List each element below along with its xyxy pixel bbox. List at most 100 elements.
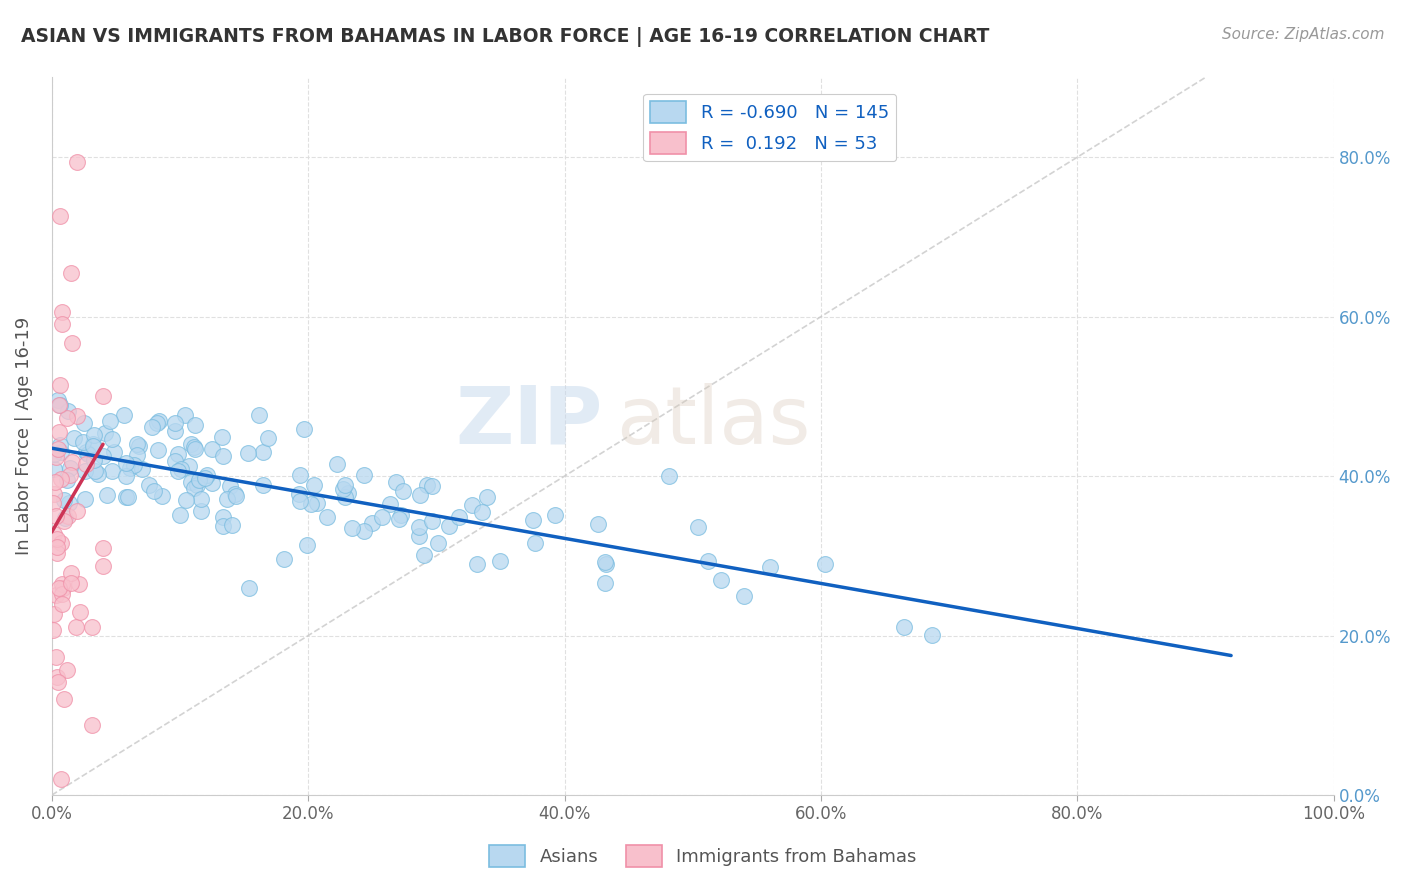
Point [163, 424, 186, 438]
Y-axis label: In Labor Force | Age 16-19: In Labor Force | Age 16-19 [15, 318, 32, 556]
Point [422, 479, 444, 493]
Point [211, 429, 233, 443]
Point [73, 492, 96, 507]
Point [333, 490, 356, 504]
Point [211, 519, 233, 533]
Point [59, 468, 82, 483]
Point [60, 455, 83, 469]
Point [45, 670, 67, 684]
Point [593, 555, 616, 569]
Point [475, 490, 498, 504]
Point [219, 479, 242, 493]
Point [416, 477, 439, 491]
Point [758, 559, 780, 574]
Point [59, 566, 82, 580]
Point [183, 481, 205, 495]
Text: ZIP: ZIP [456, 383, 603, 461]
Point [460, 499, 482, 513]
Point [447, 510, 470, 524]
Point [49, 472, 72, 486]
Point [45, 540, 67, 554]
Point [814, 557, 837, 571]
Point [165, 453, 187, 467]
Point [91, 541, 114, 555]
Point [45, 532, 67, 546]
Point [60, 576, 83, 591]
Point [83, 452, 105, 467]
Point [72, 435, 94, 450]
Point [437, 519, 460, 533]
Point [353, 524, 375, 539]
Point [427, 536, 450, 550]
Point [658, 468, 681, 483]
Point [489, 554, 512, 568]
Point [51, 576, 73, 591]
Point [59, 266, 82, 280]
Point [305, 496, 328, 510]
Point [44, 475, 66, 489]
Point [522, 513, 544, 527]
Point [224, 486, 246, 500]
Point [273, 552, 295, 566]
Point [288, 468, 311, 483]
Point [91, 558, 114, 573]
Point [48, 425, 70, 439]
Point [45, 509, 67, 524]
Point [75, 457, 97, 471]
Point [48, 581, 70, 595]
Point [114, 456, 136, 470]
Point [236, 446, 259, 460]
Point [51, 304, 73, 318]
Point [385, 475, 408, 490]
Point [48, 442, 70, 456]
Text: atlas: atlas [616, 383, 810, 461]
Point [148, 414, 170, 428]
Point [46, 393, 69, 408]
Point [44, 448, 66, 462]
Point [49, 772, 72, 786]
Point [98, 414, 121, 428]
Point [190, 492, 212, 507]
Point [169, 508, 191, 522]
Point [420, 514, 443, 528]
Point [52, 514, 75, 528]
Point [238, 582, 260, 596]
Point [82, 439, 104, 453]
Point [69, 605, 91, 619]
Point [225, 489, 247, 503]
Point [194, 471, 217, 485]
Legend: Asians, Immigrants from Bahamas: Asians, Immigrants from Bahamas [482, 838, 924, 874]
Point [83, 464, 105, 478]
Point [288, 493, 311, 508]
Point [166, 464, 188, 478]
Point [101, 432, 124, 446]
Text: ASIAN VS IMMIGRANTS FROM BAHAMAS IN LABOR FORCE | AGE 16-19 CORRELATION CHART: ASIAN VS IMMIGRANTS FROM BAHAMAS IN LABO… [21, 27, 990, 46]
Point [86, 467, 108, 481]
Point [138, 478, 160, 492]
Point [378, 497, 401, 511]
Point [408, 529, 430, 543]
Point [45, 588, 67, 602]
Point [44, 527, 66, 541]
Point [353, 467, 375, 482]
Point [117, 491, 139, 505]
Point [408, 488, 430, 502]
Point [921, 628, 943, 642]
Point [73, 416, 96, 430]
Point [315, 510, 337, 524]
Point [128, 439, 150, 453]
Point [59, 461, 82, 475]
Point [115, 491, 138, 505]
Point [337, 486, 360, 500]
Point [388, 512, 411, 526]
Point [42, 624, 65, 638]
Point [180, 437, 202, 451]
Point [44, 607, 66, 622]
Point [201, 442, 224, 456]
Point [197, 468, 219, 483]
Point [56, 411, 79, 425]
Point [49, 209, 72, 223]
Point [186, 478, 208, 492]
Point [48, 398, 70, 412]
Point [120, 461, 142, 475]
